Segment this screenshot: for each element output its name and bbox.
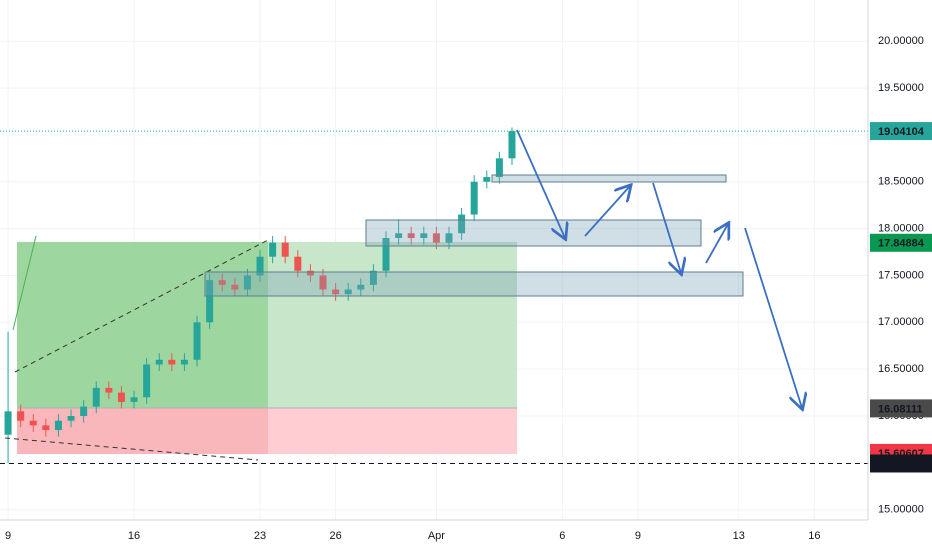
x-tick-label: 16 — [808, 530, 820, 542]
candle-body — [483, 177, 491, 182]
candle-body — [306, 270, 314, 276]
price-tag-label: 15.49333 — [878, 458, 924, 470]
candle-body — [218, 280, 226, 285]
candle-body — [369, 270, 377, 285]
candle-body — [445, 233, 453, 243]
axes: 15.0000015.5000016.0000016.5000017.00000… — [5, 35, 932, 542]
candle-body — [206, 280, 214, 323]
y-tick-label: 19.50000 — [878, 82, 924, 94]
target-zone-filled — [17, 242, 268, 408]
y-tick-label: 18.50000 — [878, 176, 924, 188]
x-tick-label: 6 — [559, 530, 565, 542]
arrow — [584, 186, 630, 237]
y-tick-label: 15.00000 — [878, 504, 924, 516]
price-tag-label: 19.04104 — [878, 126, 925, 138]
candle-body — [281, 242, 289, 257]
candle-body — [470, 181, 478, 215]
x-tick-label: 13 — [733, 530, 745, 542]
price-tag — [870, 233, 932, 252]
price-tag-label: 17.84884 — [878, 238, 925, 250]
y-tick-label: 17.00000 — [878, 316, 924, 328]
time-axis — [0, 520, 932, 550]
y-tick-label: 16.50000 — [878, 363, 924, 375]
candle-body — [294, 256, 302, 271]
candles — [4, 127, 516, 463]
price-tag — [870, 122, 932, 141]
y-tick-label: 17.50000 — [878, 269, 924, 281]
candle-body — [508, 131, 516, 159]
trend-line — [4, 437, 259, 461]
x-tick-label: 26 — [329, 530, 341, 542]
x-tick-label: 16 — [128, 530, 140, 542]
candle-body — [168, 359, 176, 365]
candle-body — [193, 322, 201, 360]
candle-body — [155, 359, 163, 365]
candle-body — [231, 284, 239, 290]
candle-body — [54, 420, 62, 431]
drawings — [4, 129, 802, 461]
candle-body — [80, 406, 88, 416]
candle-body — [67, 416, 75, 421]
price-tag — [870, 399, 932, 418]
candle-body — [357, 284, 365, 290]
trend-line — [12, 235, 37, 331]
candle-body — [344, 289, 352, 295]
candle-body — [4, 411, 12, 435]
candle-body — [458, 214, 466, 234]
candle-body — [143, 364, 151, 398]
arrow — [705, 224, 728, 264]
zone-box — [491, 174, 727, 183]
position-tool — [17, 242, 517, 454]
candle-body — [420, 233, 428, 238]
price-tag — [870, 454, 932, 473]
candle-body — [432, 233, 440, 243]
arrow — [516, 129, 565, 238]
candle-body — [269, 242, 277, 257]
price-tag-label: 16.08111 — [878, 403, 923, 415]
candle-body — [42, 425, 50, 431]
candle-body — [29, 420, 37, 426]
trend-line — [14, 239, 269, 373]
x-tick-label: Apr — [428, 530, 445, 542]
candle-body — [319, 275, 327, 290]
stop-zone-filled — [17, 408, 268, 454]
candle-body — [105, 387, 113, 393]
zone-box — [365, 219, 702, 247]
zone-box — [204, 271, 744, 297]
candle-body — [130, 397, 138, 402]
candle-body — [17, 411, 25, 421]
candle-body — [180, 359, 188, 365]
x-tick-label: 23 — [254, 530, 266, 542]
candle-body — [92, 387, 100, 407]
candle-body — [332, 289, 340, 295]
x-tick-label: 9 — [5, 530, 11, 542]
x-tick-label: 9 — [635, 530, 641, 542]
candle-body — [243, 275, 251, 290]
price-lines — [0, 130, 868, 464]
arrow — [744, 227, 802, 408]
candle-body — [395, 233, 403, 238]
candle-body — [256, 256, 264, 276]
y-tick-label: 20.00000 — [878, 35, 924, 47]
arrow — [652, 182, 681, 273]
candle-body — [117, 392, 125, 402]
y-tick-label: 18.00000 — [878, 223, 924, 235]
candle-body — [382, 237, 390, 271]
candle-body — [495, 158, 503, 178]
candle-body — [407, 233, 415, 238]
